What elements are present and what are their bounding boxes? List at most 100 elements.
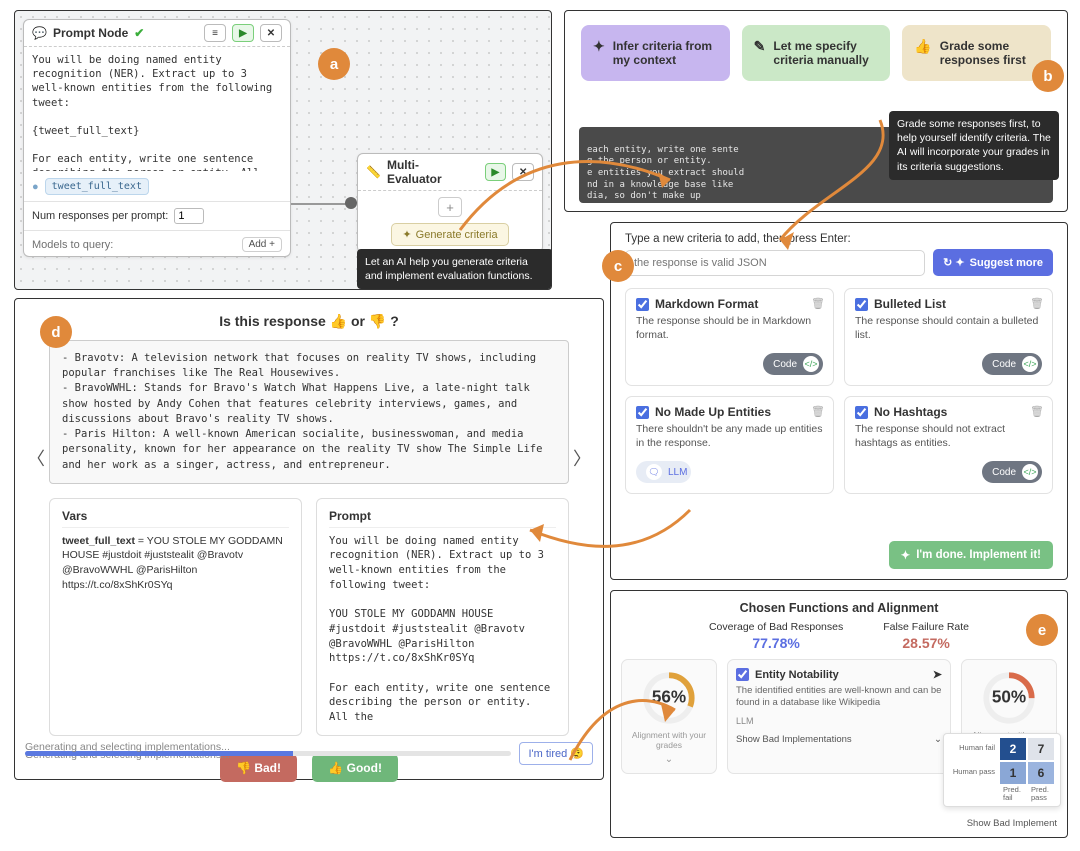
trash-icon[interactable]: 🗑 <box>811 405 825 418</box>
prompt-textarea[interactable] <box>24 47 290 171</box>
grading-heading: Is this response 👍 or 👎 ? <box>15 299 603 340</box>
criteria-input-row: ↻ ✦ Suggest more <box>625 249 1053 276</box>
generate-criteria-button[interactable]: ✦ Generate criteria <box>391 223 508 246</box>
option-card-grade[interactable]: 👍 Grade some responses first <box>902 25 1051 81</box>
response-text: - Bravotv: A television network that foc… <box>49 340 569 484</box>
criteria-grid: 🗑 Markdown Format The response should be… <box>611 276 1067 506</box>
chat-icon: 💬 <box>32 26 47 40</box>
gauge-card-1: 56% Alignment with your grades ⌄ <box>621 659 717 774</box>
prompt-node: 💬 Prompt Node ✔ ≡ ▶ ✕ ● tweet_full_text … <box>23 19 291 257</box>
ruler-icon: 📏 <box>366 165 381 179</box>
option-card-row: ✦ Infer criteria from my context ✎ Let m… <box>565 11 1067 95</box>
panel-a: 💬 Prompt Node ✔ ≡ ▶ ✕ ● tweet_full_text … <box>14 10 552 290</box>
vars-body: tweet_full_text = YOU STOLE MY GODDAMN H… <box>62 534 289 593</box>
function-card: Entity Notability ➤ The identified entit… <box>727 659 951 774</box>
prev-arrow[interactable]: 〈 <box>21 439 51 477</box>
func-checkbox[interactable] <box>736 668 749 681</box>
func-card-header: Entity Notability ➤ <box>736 668 942 681</box>
prompt-body: You will be doing named entity recogniti… <box>329 534 556 725</box>
gen-status-text-2: Generating and selecting implementations… <box>25 741 230 753</box>
run-button[interactable]: ▶ <box>232 24 254 42</box>
suggest-more-button[interactable]: ↻ ✦ Suggest more <box>933 249 1053 276</box>
add-model-button[interactable]: Add + <box>242 237 282 252</box>
show-bad-impl[interactable]: Show Bad Implementations ⌄ <box>736 734 942 745</box>
cm-col-label: Pred. pass <box>1028 786 1054 803</box>
option-card-label: Grade some responses first <box>940 39 1039 67</box>
trash-icon[interactable]: 🗑 <box>1030 405 1044 418</box>
panel-d: Is this response 👍 or 👎 ? 〈 〉 - Bravotv:… <box>14 298 604 780</box>
option-card-label: Let me specify criteria manually <box>773 39 878 67</box>
var-chip-row: ● tweet_full_text <box>24 174 290 199</box>
trash-icon[interactable]: 🗑 <box>811 297 825 310</box>
criteria-pill-code[interactable]: Code</> <box>763 353 823 375</box>
implement-button[interactable]: ✦ I'm done. Implement it! <box>889 541 1053 569</box>
close-button[interactable]: ✕ <box>260 24 282 42</box>
cm-cell: 6 <box>1028 762 1054 784</box>
criteria-checkbox[interactable] <box>855 298 868 311</box>
gen-criteria-tooltip: Let an AI help you generate criteria and… <box>357 249 552 289</box>
section-badge-a: a <box>318 48 350 80</box>
vars-prompt-row: Vars tweet_full_text = YOU STOLE MY GODD… <box>49 498 569 736</box>
func-title: Entity Notability <box>755 669 839 681</box>
tired-button[interactable]: I'm tired 😮‍💨 <box>519 742 593 765</box>
next-arrow[interactable]: 〉 <box>567 439 597 477</box>
section-badge-e: e <box>1026 614 1058 646</box>
metric-label: Coverage of Bad Responses <box>709 621 843 633</box>
sparkle-icon: ✦ <box>593 39 605 53</box>
trash-icon[interactable]: 🗑 <box>1030 297 1044 310</box>
panel-e: Chosen Functions and Alignment Coverage … <box>610 590 1068 838</box>
metric-value: 77.78% <box>709 635 843 651</box>
suggest-more-label: Suggest more <box>970 257 1043 269</box>
criteria-title: No Made Up Entities <box>655 405 771 419</box>
svg-text:50%: 50% <box>992 686 1026 706</box>
section-badge-d: d <box>40 316 72 348</box>
gauge-sub: Alignment with your grades <box>630 730 708 750</box>
metric-label: False Failure Rate <box>883 621 969 633</box>
criteria-desc: The response should not extract hashtags… <box>855 423 1042 455</box>
sparkle-icon: ✦ <box>901 548 911 562</box>
criteria-text-input[interactable] <box>625 250 925 276</box>
pencil-icon: ✎ <box>754 39 766 53</box>
vars-box: Vars tweet_full_text = YOU STOLE MY GODD… <box>49 498 302 736</box>
right-show-bad[interactable]: Show Bad Implement <box>967 818 1057 829</box>
panel-e-heading: Chosen Functions and Alignment <box>611 591 1067 621</box>
metrics-row: Coverage of Bad Responses 77.78% False F… <box>611 621 1067 651</box>
sparkle-icon: ✦ <box>402 228 411 241</box>
cm-col-label: Pred. fail <box>1000 786 1026 803</box>
multi-eval-header: 📏 Multi-Evaluator ▶ ✕ <box>358 154 542 191</box>
gauge-svg: 50% <box>979 668 1039 728</box>
criteria-desc: There shouldn't be any made up entities … <box>636 423 823 455</box>
section-badge-c: c <box>602 250 634 282</box>
option-card-manual[interactable]: ✎ Let me specify criteria manually <box>742 25 891 81</box>
criteria-card: 🗑 No Hashtags The response should not ex… <box>844 396 1053 494</box>
code-toggle-knob: </> <box>1022 356 1038 372</box>
criteria-title: No Hashtags <box>874 405 947 419</box>
eval-run-button[interactable]: ▶ <box>485 163 507 181</box>
code-toggle-knob: </> <box>803 356 819 372</box>
cm-row-label: Human fail <box>950 744 998 752</box>
llm-toggle-knob: 🗨 <box>646 464 662 480</box>
hamburger-icon[interactable]: ≡ <box>204 24 226 42</box>
option-card-label: Infer criteria from my context <box>613 39 718 67</box>
multi-evaluator-node: 📏 Multi-Evaluator ▶ ✕ + ✦ Generate crite… <box>357 153 543 253</box>
cm-cell: 7 <box>1028 738 1054 760</box>
func-desc: The identified entities are well-known a… <box>736 685 942 710</box>
criteria-pill-code[interactable]: Code</> <box>982 353 1042 375</box>
criteria-checkbox[interactable] <box>636 406 649 419</box>
eval-close-button[interactable]: ✕ <box>512 163 534 181</box>
option-card-infer[interactable]: ✦ Infer criteria from my context <box>581 25 730 81</box>
cm-row-label: Human pass <box>950 768 998 776</box>
generate-criteria-label: Generate criteria <box>416 229 498 241</box>
var-chip[interactable]: tweet_full_text <box>45 178 149 195</box>
criteria-card: 🗑 No Made Up Entities There shouldn't be… <box>625 396 834 494</box>
eval-add-button[interactable]: + <box>438 197 462 217</box>
criteria-pill-code[interactable]: Code</> <box>982 461 1042 483</box>
criteria-checkbox[interactable] <box>855 406 868 419</box>
criteria-pill-llm[interactable]: 🗨LLM <box>636 461 691 483</box>
expand-icon[interactable]: ⌄ <box>630 754 708 765</box>
panel-c: Type a new criteria to add, then press E… <box>610 222 1068 580</box>
criteria-checkbox[interactable] <box>636 298 649 311</box>
func-tag: LLM <box>736 716 942 726</box>
num-responses-input[interactable] <box>174 208 204 224</box>
refresh-sparkle-icon: ↻ ✦ <box>943 256 965 269</box>
